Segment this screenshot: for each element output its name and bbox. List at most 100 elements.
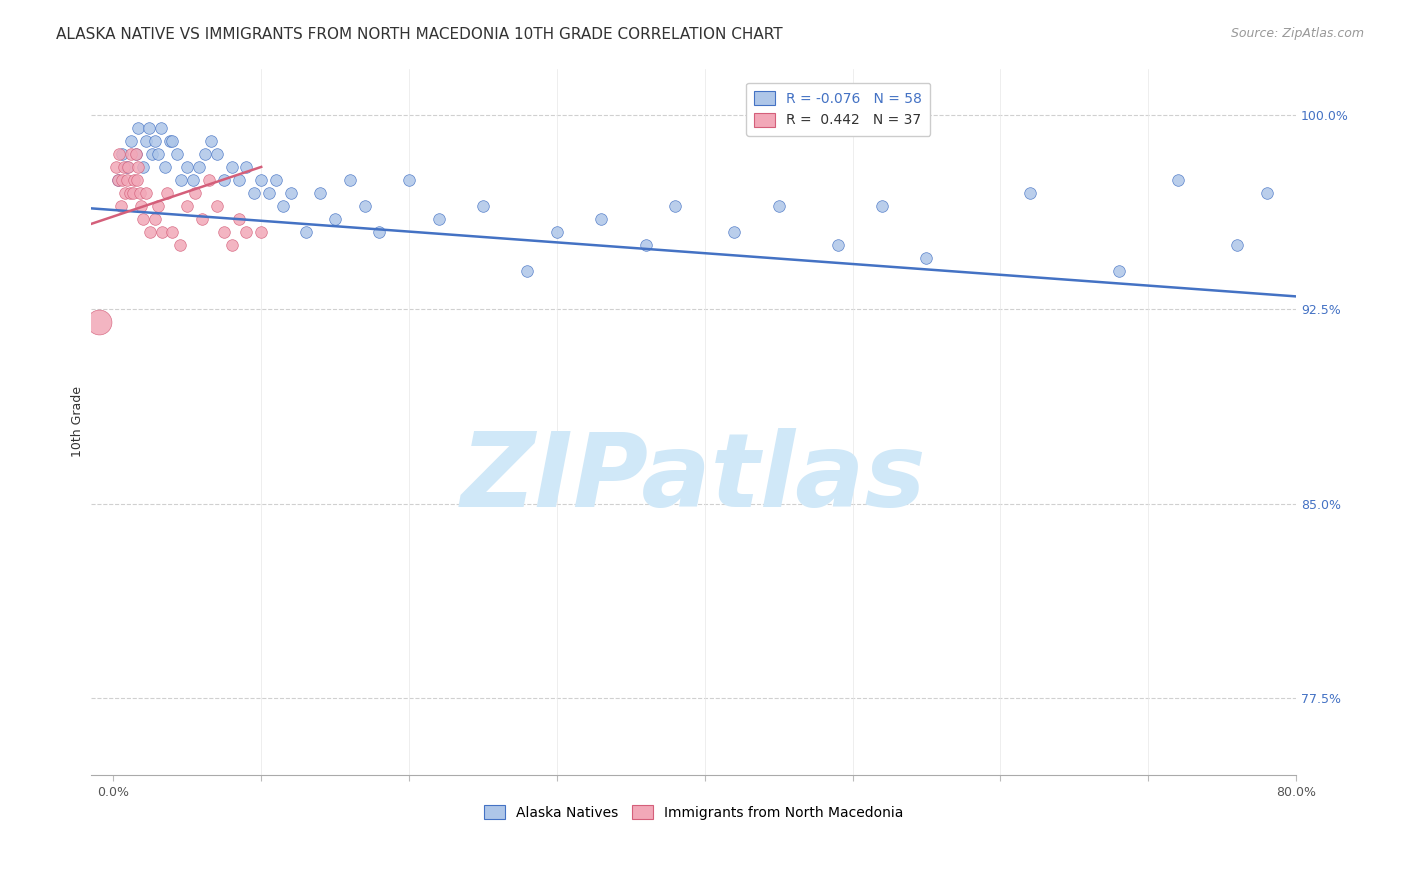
Point: [124, 147, 146, 161]
Point: [323, 211, 346, 226]
Point: [110, 199, 132, 213]
Point: [153, 160, 176, 174]
Point: [591, 211, 613, 226]
Point: [146, 147, 169, 161]
Point: [723, 225, 745, 239]
Point: [146, 199, 169, 213]
Point: [264, 173, 287, 187]
Point: [143, 211, 166, 226]
Point: [124, 147, 146, 161]
Point: [135, 134, 157, 148]
Legend: Alaska Natives, Immigrants from North Macedonia: Alaska Natives, Immigrants from North Ma…: [478, 799, 908, 825]
Point: [768, 199, 790, 213]
Point: [664, 199, 686, 213]
Point: [200, 134, 222, 148]
Point: [546, 225, 568, 239]
Point: [228, 173, 250, 187]
Point: [150, 225, 173, 239]
Point: [176, 199, 198, 213]
Point: [139, 225, 162, 239]
Point: [235, 225, 257, 239]
Point: [1108, 263, 1130, 277]
Point: [159, 134, 181, 148]
Point: [191, 211, 214, 226]
Point: [115, 160, 138, 174]
Point: [634, 237, 657, 252]
Point: [250, 173, 273, 187]
Point: [273, 199, 295, 213]
Point: [125, 173, 148, 187]
Point: [221, 237, 243, 252]
Y-axis label: 10th Grade: 10th Grade: [72, 386, 84, 458]
Point: [120, 147, 142, 161]
Point: [353, 199, 375, 213]
Point: [188, 160, 211, 174]
Point: [108, 147, 131, 161]
Point: [212, 173, 235, 187]
Point: [128, 121, 150, 136]
Point: [205, 199, 228, 213]
Point: [205, 147, 228, 161]
Text: ZIPatlas: ZIPatlas: [461, 428, 927, 529]
Point: [827, 237, 849, 252]
Point: [1256, 186, 1278, 200]
Point: [339, 173, 361, 187]
Text: ALASKA NATIVE VS IMMIGRANTS FROM NORTH MACEDONIA 10TH GRADE CORRELATION CHART: ALASKA NATIVE VS IMMIGRANTS FROM NORTH M…: [56, 27, 783, 42]
Point: [221, 160, 243, 174]
Point: [294, 225, 316, 239]
Text: Source: ZipAtlas.com: Source: ZipAtlas.com: [1230, 27, 1364, 40]
Point: [162, 134, 184, 148]
Point: [162, 225, 184, 239]
Point: [135, 186, 157, 200]
Point: [398, 173, 420, 187]
Point: [129, 186, 152, 200]
Point: [111, 147, 134, 161]
Point: [131, 199, 153, 213]
Point: [111, 173, 134, 187]
Point: [228, 211, 250, 226]
Point: [194, 147, 217, 161]
Point: [368, 225, 391, 239]
Point: [915, 251, 938, 265]
Point: [170, 173, 193, 187]
Point: [155, 186, 177, 200]
Point: [870, 199, 893, 213]
Point: [87, 315, 110, 329]
Point: [132, 160, 155, 174]
Point: [128, 160, 150, 174]
Point: [117, 160, 139, 174]
Point: [112, 160, 135, 174]
Point: [243, 186, 266, 200]
Point: [138, 121, 160, 136]
Point: [472, 199, 495, 213]
Point: [309, 186, 332, 200]
Point: [118, 186, 141, 200]
Point: [107, 173, 129, 187]
Point: [176, 160, 198, 174]
Point: [122, 173, 145, 187]
Point: [120, 134, 142, 148]
Point: [166, 147, 188, 161]
Point: [280, 186, 302, 200]
Point: [516, 263, 538, 277]
Point: [132, 211, 155, 226]
Point: [105, 160, 128, 174]
Point: [257, 186, 280, 200]
Point: [198, 173, 221, 187]
Point: [143, 134, 166, 148]
Point: [183, 186, 205, 200]
Point: [1167, 173, 1189, 187]
Point: [250, 225, 273, 239]
Point: [121, 186, 143, 200]
Point: [181, 173, 204, 187]
Point: [141, 147, 163, 161]
Point: [1019, 186, 1042, 200]
Point: [212, 225, 235, 239]
Point: [115, 173, 138, 187]
Point: [149, 121, 172, 136]
Point: [427, 211, 450, 226]
Point: [114, 186, 136, 200]
Point: [169, 237, 191, 252]
Point: [107, 173, 129, 187]
Point: [235, 160, 257, 174]
